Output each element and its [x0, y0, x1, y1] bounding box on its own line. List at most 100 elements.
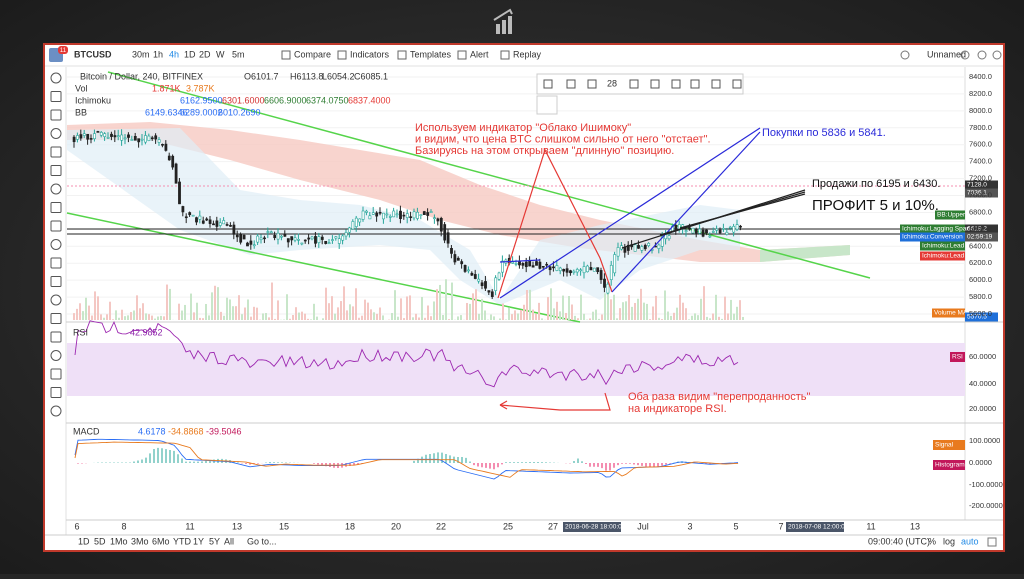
range-button[interactable]: 5Y	[209, 536, 220, 546]
range-button[interactable]: 1D	[78, 536, 90, 546]
volume-bar	[157, 317, 159, 320]
volume-bar	[337, 307, 339, 320]
volume-bar	[289, 319, 291, 320]
volume-bar	[448, 319, 450, 320]
range-button[interactable]: 5D	[94, 536, 106, 546]
range-button[interactable]: YTD	[173, 536, 192, 546]
volume-bar	[727, 313, 729, 320]
volume-bar	[601, 315, 603, 320]
candle-body	[376, 213, 378, 216]
candle-body	[614, 255, 616, 273]
candle-body	[87, 134, 89, 139]
range-button[interactable]: 6Mo	[152, 536, 170, 546]
toolbar-button[interactable]: Replay	[513, 49, 542, 59]
scale-option[interactable]: log	[943, 536, 955, 546]
goto-button[interactable]: Go to...	[247, 536, 277, 546]
volume-bar	[310, 319, 312, 320]
volume-bar	[112, 319, 114, 320]
scale-option[interactable]: auto	[961, 536, 979, 546]
macd-tick-label: 100.0000	[969, 436, 1000, 445]
candle-body	[573, 271, 575, 272]
volume-bar	[406, 296, 408, 320]
volume-bar	[649, 319, 651, 320]
pane-title: RSI	[73, 327, 88, 337]
interval[interactable]: 30m	[132, 49, 150, 59]
candle-body	[648, 243, 650, 245]
candle-body	[580, 270, 582, 271]
price-tick-label: 7400.0	[969, 157, 992, 166]
candle-body	[668, 236, 670, 239]
legend-value: 6289.0002	[180, 107, 223, 117]
candle-body	[386, 214, 388, 215]
candle-body	[586, 266, 588, 272]
toolbar-button[interactable]: Alert	[470, 49, 489, 59]
candle-body	[501, 261, 503, 272]
layout-name[interactable]: Unnamed	[927, 49, 966, 59]
candle-body	[335, 237, 337, 238]
time-tick-label: 25	[503, 521, 513, 531]
candle-body	[372, 213, 374, 215]
candle-body	[699, 229, 701, 233]
volume-bar	[415, 314, 417, 320]
candle-body	[212, 224, 214, 225]
time-tick-label: 5	[733, 521, 738, 531]
volume-bar	[313, 304, 315, 320]
candle-body	[199, 216, 201, 219]
range-button[interactable]: 1Mo	[110, 536, 128, 546]
volume-bar	[475, 289, 477, 320]
volume-bar	[235, 306, 237, 320]
volume-bar	[376, 314, 378, 320]
toolbar-button[interactable]: Indicators	[350, 49, 390, 59]
interval[interactable]: 1h	[153, 49, 163, 59]
toolbar-button[interactable]: Templates	[410, 49, 452, 59]
line-width[interactable]: 28	[607, 78, 617, 88]
candle-body	[104, 134, 106, 137]
candle-body	[712, 231, 714, 232]
candle-body	[685, 231, 687, 232]
candle-body	[117, 136, 119, 137]
macd-tick-label: -100.0000	[969, 480, 1003, 489]
candle-body	[97, 131, 99, 132]
candle-body	[454, 254, 456, 262]
volume-bar	[196, 303, 198, 320]
interval[interactable]: W	[216, 49, 225, 59]
scale-option[interactable]: %	[928, 536, 936, 546]
toolbar-button[interactable]: Compare	[294, 49, 331, 59]
range-button[interactable]: 1Y	[193, 536, 204, 546]
volume-bar	[373, 312, 375, 320]
ohlc: L6054.2	[322, 71, 355, 81]
volume-bar	[250, 317, 252, 320]
candle-body	[240, 235, 242, 243]
volume-bar	[334, 314, 336, 320]
candle-body	[138, 139, 140, 142]
range-button[interactable]: All	[224, 536, 234, 546]
interval[interactable]: 4h	[169, 49, 179, 59]
volume-bar	[97, 296, 99, 320]
interval[interactable]: 1D	[184, 49, 196, 59]
volume-bar	[661, 319, 663, 320]
candle-body	[338, 239, 340, 244]
price-tick-label: 6000.0	[969, 275, 992, 284]
interval[interactable]: 2D	[199, 49, 211, 59]
candle-body	[270, 232, 272, 233]
candle-body	[556, 266, 558, 271]
candle-body	[515, 263, 517, 264]
volume-bar	[538, 303, 540, 320]
symbol[interactable]: BTCUSD	[74, 49, 112, 59]
time-tick-label: 11	[185, 521, 194, 531]
volume-bar	[190, 294, 192, 320]
volume-bar	[220, 312, 222, 320]
candle-body	[637, 245, 639, 248]
drawing-toolbar-extra[interactable]	[537, 96, 557, 114]
volume-bar	[433, 301, 435, 320]
volume-bar	[613, 295, 615, 320]
volume-bar	[121, 310, 123, 320]
price-tick-label: 7200.0	[969, 174, 992, 183]
interval[interactable]: 5m	[232, 49, 245, 59]
volume-bar	[391, 313, 393, 320]
range-button[interactable]: 3Mo	[131, 536, 149, 546]
volume-bar	[562, 296, 564, 320]
volume-bar	[514, 310, 516, 320]
volume-bar	[502, 304, 504, 320]
